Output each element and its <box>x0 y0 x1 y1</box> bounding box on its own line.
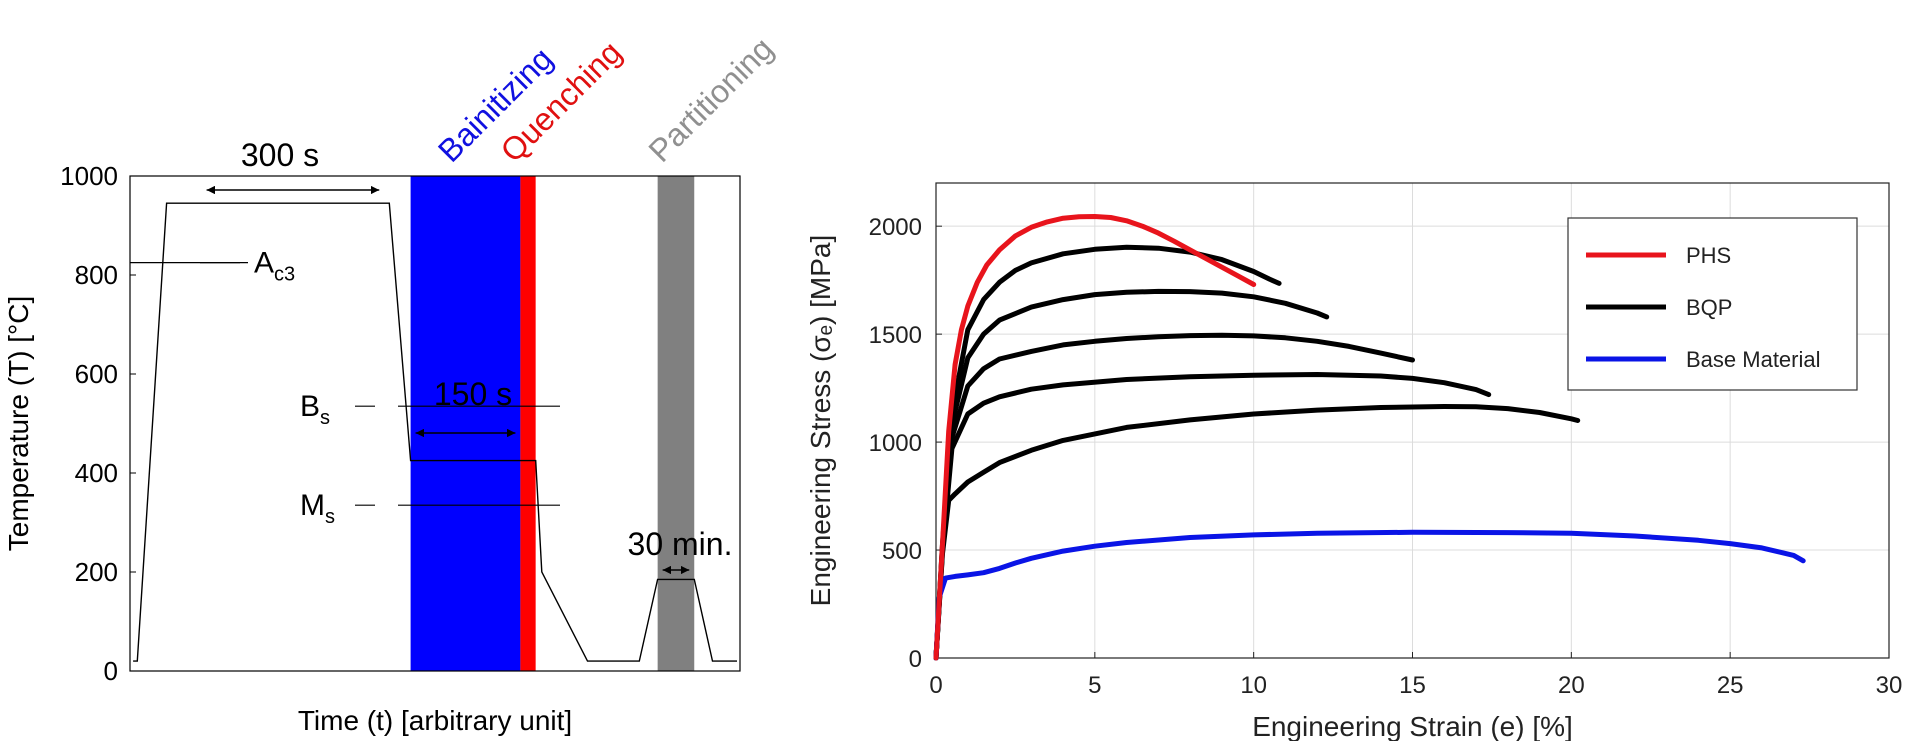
y-tick-label: 800 <box>75 260 118 290</box>
x-tick-label: 30 <box>1876 672 1903 699</box>
reference-label: Ms <box>300 489 335 528</box>
series-line-bqp <box>933 372 1492 661</box>
y-axis-label: Engineering Stress (σₑ) [MPa] <box>805 235 836 607</box>
y-tick-label: 400 <box>75 458 118 488</box>
reference-symbol: B <box>300 390 320 423</box>
y-axis-label: Temperature (T) [°C] <box>3 296 34 551</box>
reference-symbol: M <box>300 489 325 522</box>
y-tick-label: 2000 <box>869 214 922 241</box>
series-line-bqp <box>933 404 1581 661</box>
reference-label: Ac3 <box>254 247 295 286</box>
legend-label: BQP <box>1686 295 1732 320</box>
series-line-bqp <box>933 244 1282 661</box>
reference-subscript: s <box>320 407 330 429</box>
y-tick-label: 1000 <box>869 430 922 457</box>
temperature-profile-line <box>133 202 737 662</box>
series-line-bqp <box>933 288 1330 661</box>
duration-label: 300 s <box>241 137 319 173</box>
y-tick-label: 200 <box>75 557 118 587</box>
stress-strain-chart: 0 5 10 15 20 25 30 0 500 1000 1500 2000 PHS BQP Base M… <box>805 182 1903 741</box>
x-tick-label: 10 <box>1240 672 1267 699</box>
phase-band <box>410 176 521 671</box>
x-axis-label: Engineering Strain (e) [%] <box>1252 711 1573 741</box>
legend-label: PHS <box>1686 243 1731 268</box>
reference-symbol: A <box>254 247 274 280</box>
x-tick-label: 20 <box>1558 672 1585 699</box>
x-tick-label: 0 <box>929 672 942 699</box>
legend-label: Base Material <box>1686 347 1821 372</box>
y-tick-label: 600 <box>75 359 118 389</box>
y-tick-label: 0 <box>909 646 922 673</box>
phase-label: Partitioning <box>641 30 780 169</box>
phase-band <box>520 176 536 671</box>
series-line-phs <box>933 214 1257 661</box>
series-line-base-material <box>933 529 1806 661</box>
reference-subscript: s <box>325 506 335 528</box>
y-tick-label: 500 <box>882 538 922 565</box>
plot-frame <box>129 175 741 672</box>
phase-band <box>657 176 695 671</box>
y-tick-label: 0 <box>104 656 118 686</box>
x-axis-label: Time (t) [arbitrary unit] <box>298 705 572 736</box>
reference-label: Bs <box>300 390 330 429</box>
y-tick-label: 1000 <box>60 161 118 191</box>
duration-label: 30 min. <box>628 526 733 562</box>
series-line-bqp <box>933 332 1415 661</box>
x-tick-label: 5 <box>1088 672 1101 699</box>
x-tick-label: 25 <box>1717 672 1744 699</box>
reference-subscript: c3 <box>274 264 295 286</box>
x-tick-label: 15 <box>1399 672 1426 699</box>
duration-label: 150 s <box>434 376 512 412</box>
y-tick-label: 1500 <box>869 322 922 349</box>
